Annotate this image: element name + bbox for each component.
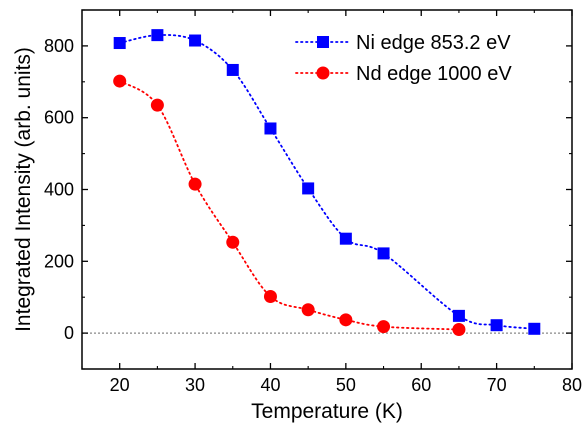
legend: Ni edge 853.2 eV Nd edge 1000 eV: [295, 32, 512, 85]
x-tick-label: 20: [110, 375, 130, 395]
series-1-point: [377, 320, 391, 334]
x-tick-label: 50: [336, 375, 356, 395]
series-1-point: [301, 303, 315, 317]
series-0-point: [189, 34, 202, 47]
y-tick-label: 0: [64, 323, 74, 343]
series-0-point: [226, 63, 239, 76]
series-1-point: [150, 98, 164, 112]
y-tick-label: 400: [44, 180, 74, 200]
y-tick-label: 600: [44, 108, 74, 128]
series-0-point: [528, 322, 541, 335]
series-0-point: [377, 247, 390, 260]
series-1-point: [226, 235, 240, 249]
legend-marker-0: [317, 36, 329, 48]
plot-area: [82, 29, 572, 337]
series-1-point: [188, 177, 202, 191]
x-tick-label: 80: [562, 375, 582, 395]
series-1-point: [263, 289, 277, 303]
series-1-point: [452, 323, 466, 337]
series-0-point: [113, 37, 126, 50]
series-0-point: [151, 29, 164, 42]
y-tick-label: 800: [44, 36, 74, 56]
x-tick-label: 70: [487, 375, 507, 395]
series-0-point: [339, 232, 352, 245]
series-0-point: [490, 319, 503, 332]
series-1-line: [118, 80, 460, 331]
x-tick-label: 40: [260, 375, 280, 395]
legend-label-0: Ni edge 853.2 eV: [356, 32, 511, 54]
x-tick-label: 30: [185, 375, 205, 395]
series-0-point: [264, 122, 277, 135]
series-0-point: [452, 309, 465, 322]
series-0-point: [302, 182, 315, 195]
legend-label-1: Nd edge 1000 eV: [356, 63, 512, 85]
y-tick-label: 200: [44, 251, 74, 271]
series-1-point: [113, 74, 127, 88]
series-1-point: [339, 313, 353, 327]
y-axis-title: Integrated Intensity (arb. units): [12, 47, 35, 332]
x-tick-label: 60: [411, 375, 431, 395]
legend-marker-1: [316, 66, 330, 80]
x-axis-title: Temperature (K): [251, 400, 403, 423]
